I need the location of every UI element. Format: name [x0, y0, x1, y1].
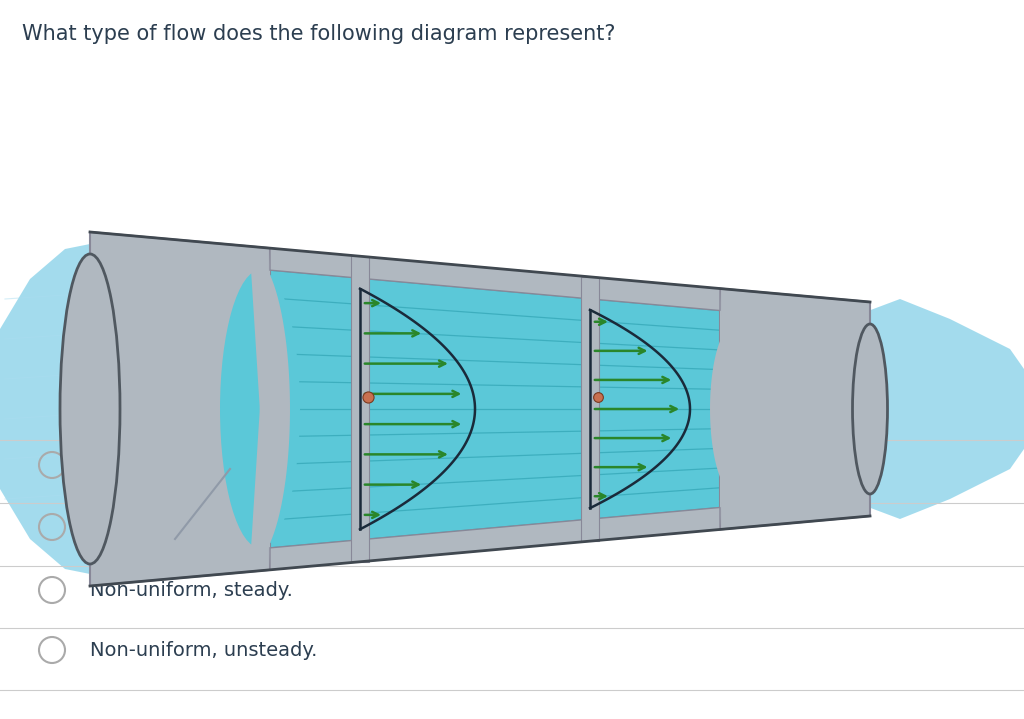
Ellipse shape	[220, 270, 300, 548]
Polygon shape	[860, 299, 1024, 519]
Text: Non-uniform, unsteady.: Non-uniform, unsteady.	[90, 641, 317, 659]
Text: Non-uniform, steady.: Non-uniform, steady.	[90, 580, 293, 600]
Polygon shape	[720, 288, 870, 529]
Text: Uniform, unsteady.: Uniform, unsteady.	[90, 518, 273, 536]
Polygon shape	[0, 239, 140, 579]
Ellipse shape	[853, 324, 888, 494]
Polygon shape	[90, 232, 270, 586]
Polygon shape	[270, 508, 720, 570]
Ellipse shape	[60, 254, 120, 564]
Text: Uniform, steady.: Uniform, steady.	[90, 456, 249, 475]
Text: What type of flow does the following diagram represent?: What type of flow does the following dia…	[22, 24, 615, 44]
Polygon shape	[581, 277, 599, 541]
Polygon shape	[250, 248, 290, 570]
Polygon shape	[270, 248, 720, 311]
Polygon shape	[710, 288, 735, 529]
Polygon shape	[351, 256, 369, 562]
Polygon shape	[90, 254, 870, 564]
